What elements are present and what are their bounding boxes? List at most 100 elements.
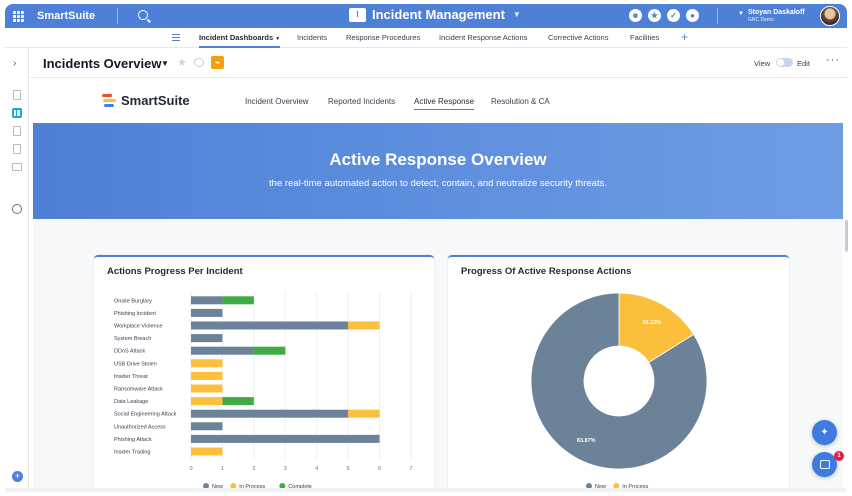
apps-grid-icon[interactable] <box>5 4 31 28</box>
bar-segment[interactable] <box>191 346 254 355</box>
legend-label[interactable]: In Process <box>622 484 648 490</box>
chevron-right-icon[interactable]: › <box>13 58 17 69</box>
star-badge-icon[interactable]: ★ <box>648 9 661 22</box>
page-header: Incidents Overview ▼ ★ ⌁ View Edit ··· <box>30 48 847 78</box>
actions-progress-card: Actions Progress Per Incident 0 1 2 3 4 5 6 7 On… <box>94 255 434 490</box>
bar-segment[interactable] <box>222 397 254 406</box>
nav-reported-incidents[interactable]: Reported Incidents <box>328 97 396 106</box>
active-response-progress-card: Progress Of Active Response Actions 16.1… <box>448 255 789 490</box>
y-tick-label: USB Drive Stolen <box>114 361 157 367</box>
search-icon[interactable] <box>138 10 148 20</box>
nav-incident-overview[interactable]: Incident Overview <box>245 97 309 106</box>
bar-segment[interactable] <box>191 409 349 418</box>
top-bar: SmartSuite I Incident Management ▼ ☻ ★ ✓… <box>5 4 847 28</box>
bar-segment[interactable] <box>191 308 223 317</box>
y-tick-label: Social Engineering Attack <box>114 412 177 418</box>
x-tick-label: 7 <box>409 466 412 472</box>
share-icon[interactable] <box>194 58 204 67</box>
scrollbar[interactable] <box>845 220 848 252</box>
x-tick-label: 3 <box>284 466 287 472</box>
page-title: Incidents Overview <box>43 56 162 71</box>
legend-label[interactable]: Complete <box>288 484 312 490</box>
x-tick-label: 0 <box>189 466 192 472</box>
document-icon[interactable] <box>13 90 21 100</box>
y-tick-label: System Breach <box>114 336 151 342</box>
settings-circle-icon[interactable] <box>12 204 22 214</box>
bar-segment[interactable] <box>222 296 254 305</box>
chevron-down-icon: ▼ <box>512 10 521 19</box>
bell-icon[interactable]: ● <box>686 9 699 22</box>
bar-segment[interactable] <box>191 296 223 305</box>
brand-name[interactable]: SmartSuite <box>37 10 96 22</box>
bar-segment[interactable] <box>348 321 380 330</box>
table-tabs-bar: Incident Dashboards ▼ Incidents Response… <box>5 28 847 48</box>
y-tick-label: Workplace Violence <box>114 324 162 330</box>
view-label: View <box>754 59 771 68</box>
smartsuite-logo-icon <box>102 93 116 108</box>
chat-button[interactable] <box>812 452 837 477</box>
hero-banner: Active Response Overview the real-time a… <box>33 123 843 219</box>
tab-incident-dashboards[interactable]: Incident Dashboards ▼ <box>199 33 281 48</box>
tab-corrective-actions[interactable]: Corrective Actions <box>548 33 609 42</box>
legend-marker <box>230 483 237 489</box>
legend-label[interactable]: New <box>212 484 223 490</box>
chart-title: Progress Of Active Response Actions <box>461 266 632 277</box>
bar-segment[interactable] <box>191 359 223 368</box>
chevron-down-icon: ▼ <box>738 11 744 17</box>
bar-segment[interactable] <box>191 371 223 380</box>
bar-segment[interactable] <box>191 321 349 330</box>
chat-icon <box>819 460 830 469</box>
y-tick-label: Phishing Incident <box>114 311 156 317</box>
more-icon[interactable]: ··· <box>826 54 840 66</box>
folder-icon[interactable] <box>12 163 22 171</box>
view-edit-toggle[interactable] <box>776 58 793 67</box>
data-label: 16.13% <box>642 320 661 326</box>
left-sidebar: › + <box>5 48 29 488</box>
rss-icon[interactable]: ⌁ <box>211 56 224 69</box>
bar-segment[interactable] <box>191 447 223 456</box>
pie-slice[interactable] <box>530 292 708 470</box>
avatar[interactable] <box>820 6 840 26</box>
bar-segment[interactable] <box>191 434 380 443</box>
star-icon[interactable]: ★ <box>177 57 187 69</box>
chevron-down-icon[interactable]: ▼ <box>161 59 169 68</box>
x-tick-label: 4 <box>315 466 318 472</box>
data-label: 83.87% <box>577 438 596 444</box>
y-tick-label: Insider Trading <box>114 450 150 456</box>
nav-active-response[interactable]: Active Response <box>414 97 475 110</box>
legend-label[interactable]: In Process <box>239 484 265 490</box>
bar-segment[interactable] <box>191 334 223 343</box>
bar-segment[interactable] <box>348 409 380 418</box>
legend-label[interactable]: New <box>595 484 606 490</box>
y-tick-label: Data Leakage <box>114 399 148 405</box>
add-tab-icon[interactable]: + <box>681 30 689 44</box>
tab-facilities[interactable]: Facilities <box>630 33 660 42</box>
bar-segment[interactable] <box>191 422 223 431</box>
tab-incidents[interactable]: Incidents <box>297 33 328 42</box>
notification-badge: 1 <box>834 451 844 461</box>
window-bottom-edge <box>5 488 847 492</box>
legend-marker <box>203 483 209 489</box>
add-icon[interactable]: + <box>12 471 23 482</box>
y-tick-label: Ransomware Attack <box>114 387 163 393</box>
ai-assistant-button[interactable]: ✦ <box>812 420 837 445</box>
bar-segment[interactable] <box>191 384 223 393</box>
document-icon[interactable] <box>13 144 21 154</box>
bar-segment[interactable] <box>253 346 286 355</box>
tab-incident-response-actions[interactable]: Incident Response Actions <box>439 33 528 42</box>
user-name: Stoyan Daskaloff <box>747 9 805 16</box>
tab-response-procedures[interactable]: Response Procedures <box>346 33 421 42</box>
app-title-menu[interactable]: I Incident Management ▼ <box>349 7 521 22</box>
menu-icon[interactable] <box>172 34 180 41</box>
divider <box>717 8 718 24</box>
dashboard-nav: SmartSuite Incident Overview Reported In… <box>30 78 847 123</box>
check-icon[interactable]: ✓ <box>667 9 680 22</box>
bar-segment[interactable] <box>191 397 223 406</box>
dashboard-icon[interactable] <box>12 108 22 118</box>
nav-resolution-ca[interactable]: Resolution & CA <box>491 97 550 106</box>
people-icon[interactable]: ☻ <box>629 9 642 22</box>
apps-icon[interactable] <box>13 126 21 136</box>
bar-chart: 0 1 2 3 4 5 6 7 Onsite Burglary Phishing Incident… <box>114 292 413 490</box>
user-menu[interactable]: ▼ Stoyan Daskaloff GRC Demo <box>738 8 805 24</box>
y-tick-label: Insider Threat <box>114 374 148 380</box>
